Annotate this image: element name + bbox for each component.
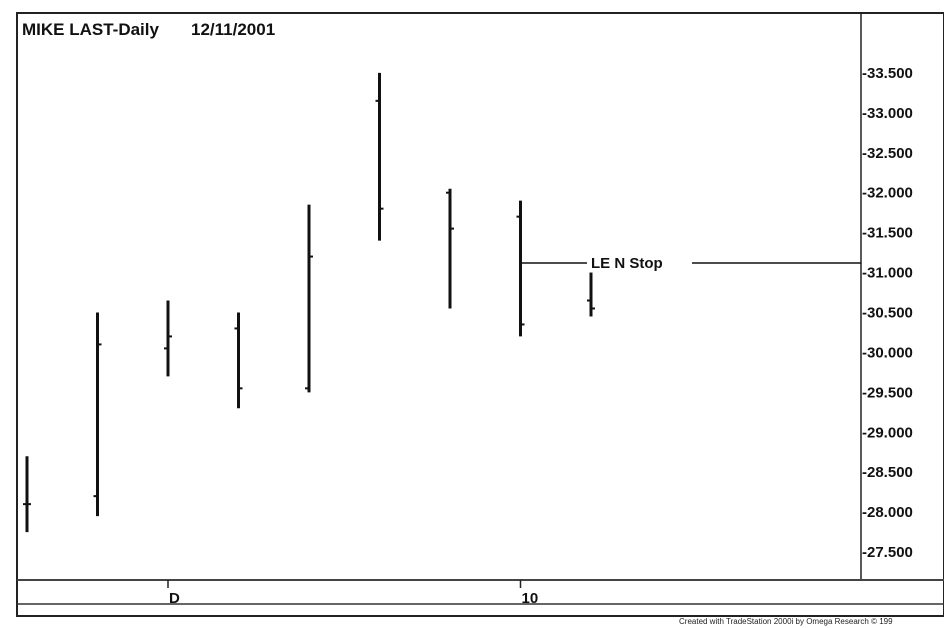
x-tick-label: D (169, 590, 180, 607)
y-tick-label: -29.000 (862, 424, 913, 441)
y-tick-label: -33.000 (862, 105, 913, 122)
chart-date: 12/11/2001 (191, 20, 275, 39)
ohlc-bar (587, 272, 595, 317)
y-tick-label: -28.500 (862, 464, 913, 481)
ohlc-bar (23, 456, 31, 533)
y-tick-label: -31.000 (862, 265, 913, 282)
ohlc-bar (516, 200, 525, 337)
ohlc-bars (23, 72, 595, 533)
ohlc-bar (446, 188, 454, 309)
stop-label: LE N Stop (591, 255, 663, 272)
y-tick-label: -29.500 (862, 384, 913, 401)
y-axis-ticks: -27.500 -28.000 -28.500 -29.000 -29.500 -30.0… (862, 65, 913, 561)
ohlc-bar (164, 300, 172, 377)
y-tick-label: -32.500 (862, 145, 913, 162)
chart-frame (16, 12, 944, 617)
x-axis-ticks: D 10 (167, 580, 539, 607)
footer-credit: Created with TradeStation 2000i by Omega… (679, 617, 893, 626)
y-tick-label: -33.500 (862, 65, 913, 82)
annotations: LE N Stop (520, 255, 861, 272)
ohlc-bar (375, 72, 384, 241)
chart-title: MIKE LAST-Daily (22, 20, 160, 39)
y-tick-label: -31.500 (862, 225, 913, 242)
y-tick-label: -30.000 (862, 344, 913, 361)
ohlc-bar (305, 204, 313, 393)
y-tick-label: -32.000 (862, 185, 913, 202)
y-tick-label: -30.500 (862, 304, 913, 321)
y-tick-label: -27.500 (862, 544, 913, 561)
ohlc-bar (234, 312, 243, 409)
x-tick-label: 10 (522, 590, 539, 607)
y-tick-label: -28.000 (862, 504, 913, 521)
ohlc-bar (93, 312, 102, 517)
